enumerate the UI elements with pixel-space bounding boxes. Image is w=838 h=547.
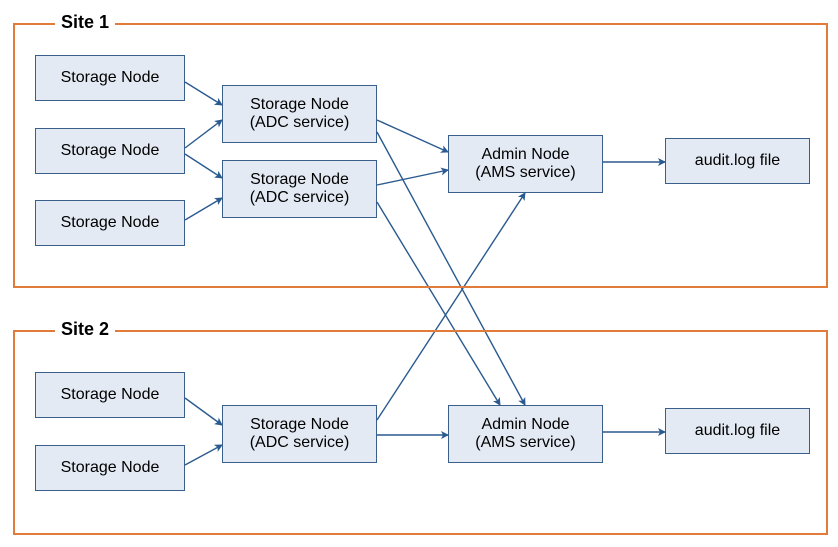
diagram-node: Admin Node (AMS service) <box>448 405 603 463</box>
diagram-stage: Site 1 Site 2 Storage Node Storage Node Stor… <box>0 0 838 547</box>
diagram-node: Storage Node <box>35 372 185 418</box>
diagram-node: audit.log file <box>665 138 810 184</box>
diagram-node: audit.log file <box>665 408 810 454</box>
diagram-node: Storage Node (ADC service) <box>222 160 377 218</box>
diagram-node: Storage Node <box>35 200 185 246</box>
diagram-node: Storage Node <box>35 128 185 174</box>
diagram-node: Storage Node <box>35 55 185 101</box>
diagram-node: Storage Node (ADC service) <box>222 85 377 143</box>
diagram-node: Storage Node <box>35 445 185 491</box>
diagram-node: Storage Node (ADC service) <box>222 405 377 463</box>
site-title: Site 2 <box>55 319 115 340</box>
site-title: Site 1 <box>55 12 115 33</box>
diagram-node: Admin Node (AMS service) <box>448 135 603 193</box>
